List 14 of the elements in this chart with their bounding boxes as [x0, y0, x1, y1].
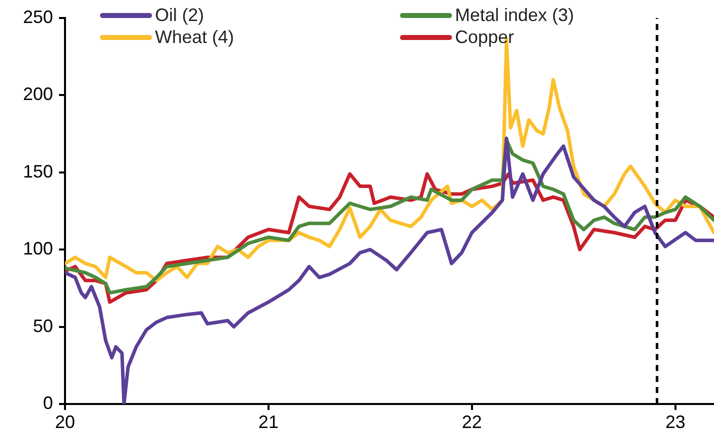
x-tick-label: 22 [462, 412, 482, 432]
legend-label: Metal index (3) [455, 4, 574, 26]
y-tick-label: 0 [42, 392, 53, 413]
legend-label: Wheat (4) [155, 26, 234, 48]
legend-label: Copper [455, 26, 514, 48]
x-tick-label: 23 [665, 412, 686, 432]
y-tick-label: 150 [22, 161, 53, 182]
x-tick-label: 21 [258, 412, 278, 432]
y-tick-label: 50 [32, 316, 53, 336]
y-tick-label: 200 [22, 84, 53, 104]
y-tick-label: 100 [22, 238, 53, 259]
legend-label: Oil (2) [155, 4, 204, 26]
x-tick-label: 20 [54, 412, 76, 432]
y-tick-label: 250 [22, 6, 53, 27]
